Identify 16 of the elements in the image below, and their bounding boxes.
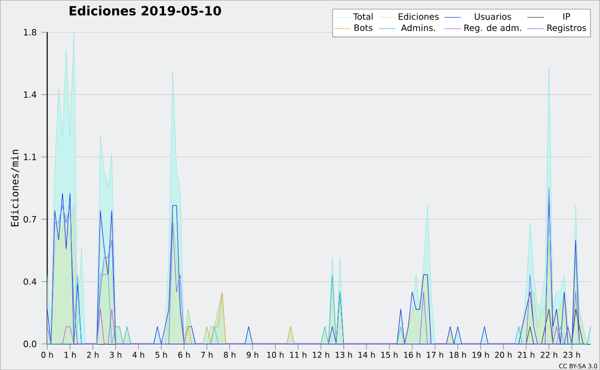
legend-label: Registros <box>547 24 586 33</box>
legend-label: Ediciones <box>398 13 439 20</box>
legend-label: IP <box>563 13 570 20</box>
legend-label: Total <box>353 13 373 20</box>
legend-label: Admins. <box>401 24 435 31</box>
y-tick-label: 1.4 <box>24 91 36 98</box>
legend-label: Usuarios <box>474 13 512 20</box>
chart-title: Ediciones 2019-05-10 <box>70 6 222 16</box>
legend-label: Reg. de adm. <box>464 24 522 33</box>
y-tick-label: 0.4 <box>24 278 36 285</box>
y-tick-label: 1.8 <box>24 28 36 36</box>
y-tick-label: 1.1 <box>24 154 36 160</box>
y-tick-label: 0.7 <box>24 216 36 222</box>
y-tick-label: 0.0 <box>24 340 36 348</box>
y-axis-title: Ediciones/min <box>10 150 20 226</box>
legend-label: Bots <box>354 24 372 31</box>
